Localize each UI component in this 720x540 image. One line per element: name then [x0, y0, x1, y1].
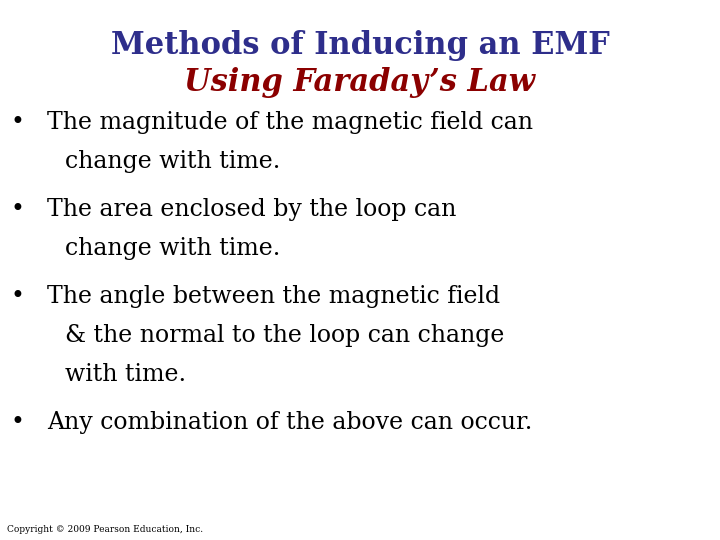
Text: Using Faraday’s Law: Using Faraday’s Law [184, 68, 536, 98]
Text: Copyright © 2009 Pearson Education, Inc.: Copyright © 2009 Pearson Education, Inc. [7, 524, 203, 534]
Text: & the normal to the loop can change: & the normal to the loop can change [65, 324, 504, 347]
Text: •: • [11, 198, 24, 221]
Text: The area enclosed by the loop can: The area enclosed by the loop can [47, 198, 456, 221]
Text: •: • [11, 411, 24, 434]
Text: Methods of Inducing an EMF: Methods of Inducing an EMF [111, 30, 609, 60]
Text: Any combination of the above can occur.: Any combination of the above can occur. [47, 411, 532, 434]
Text: with time.: with time. [65, 363, 186, 387]
Text: •: • [11, 111, 24, 134]
Text: change with time.: change with time. [65, 150, 280, 173]
Text: The magnitude of the magnetic field can: The magnitude of the magnetic field can [47, 111, 533, 134]
Text: •: • [11, 285, 24, 308]
Text: The angle between the magnetic field: The angle between the magnetic field [47, 285, 500, 308]
Text: change with time.: change with time. [65, 237, 280, 260]
